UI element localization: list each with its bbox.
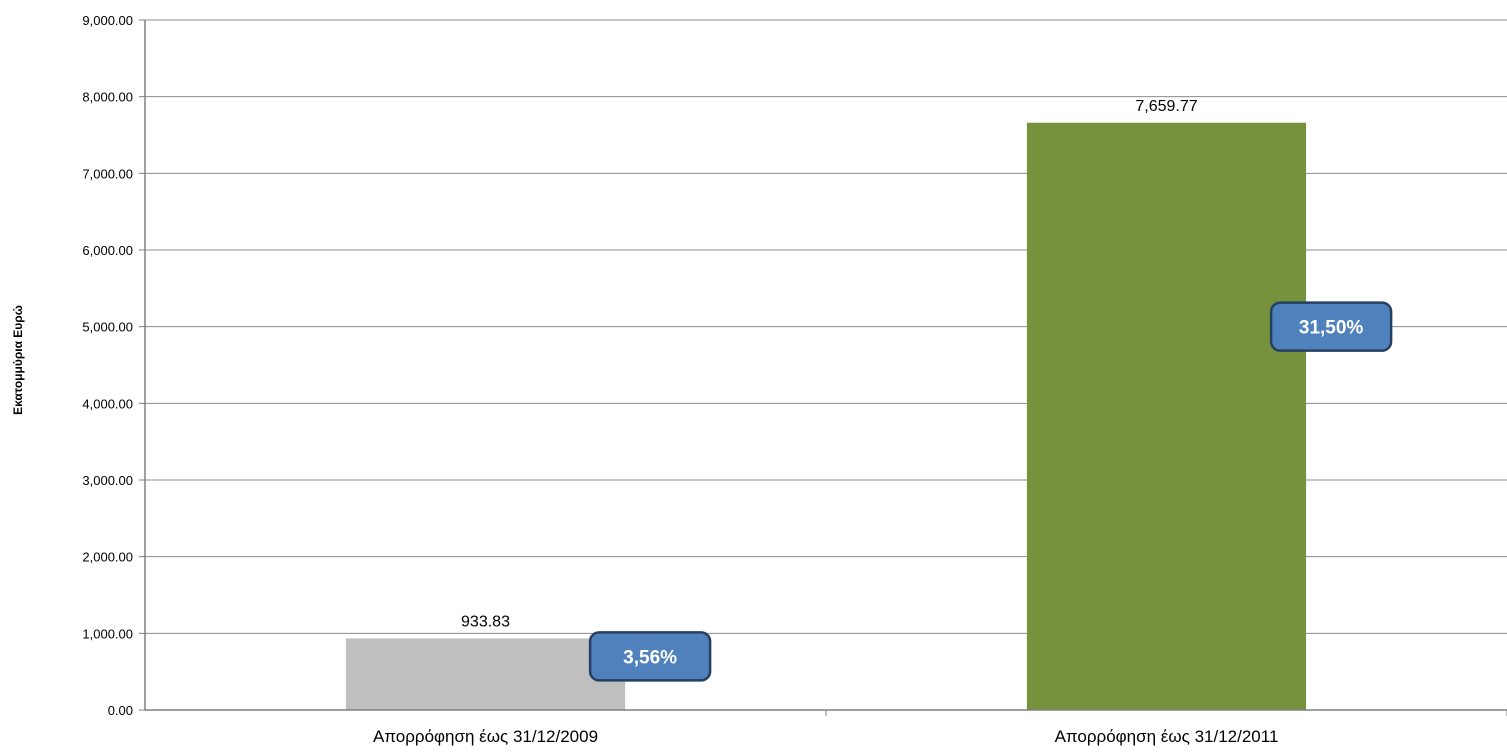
x-tick-label: Απορρόφηση έως 31/12/2009 — [373, 727, 598, 746]
y-axis-label: Εκατομμύρια Ευρώ — [11, 305, 25, 415]
bar-value-label: 7,659.77 — [1135, 98, 1197, 115]
y-tick-label: 8,000.00 — [82, 90, 133, 105]
y-tick-label: 0.00 — [108, 703, 133, 718]
y-tick-label: 1,000.00 — [82, 626, 133, 641]
y-tick-label: 3,000.00 — [82, 473, 133, 488]
x-tick-label: Απορρόφηση έως 31/12/2011 — [1055, 727, 1279, 746]
y-tick-label: 5,000.00 — [82, 320, 133, 335]
y-tick-label: 9,000.00 — [82, 13, 133, 28]
y-tick-label: 2,000.00 — [82, 550, 133, 565]
bar — [1027, 123, 1306, 710]
bar-value-label: 933.83 — [461, 613, 510, 630]
percentage-callout-text: 3,56% — [623, 647, 677, 668]
y-tick-label: 4,000.00 — [82, 396, 133, 411]
y-tick-label: 6,000.00 — [82, 243, 133, 258]
y-tick-label: 7,000.00 — [82, 166, 133, 181]
bar — [346, 638, 625, 710]
percentage-callout-text: 31,50% — [1299, 318, 1364, 339]
